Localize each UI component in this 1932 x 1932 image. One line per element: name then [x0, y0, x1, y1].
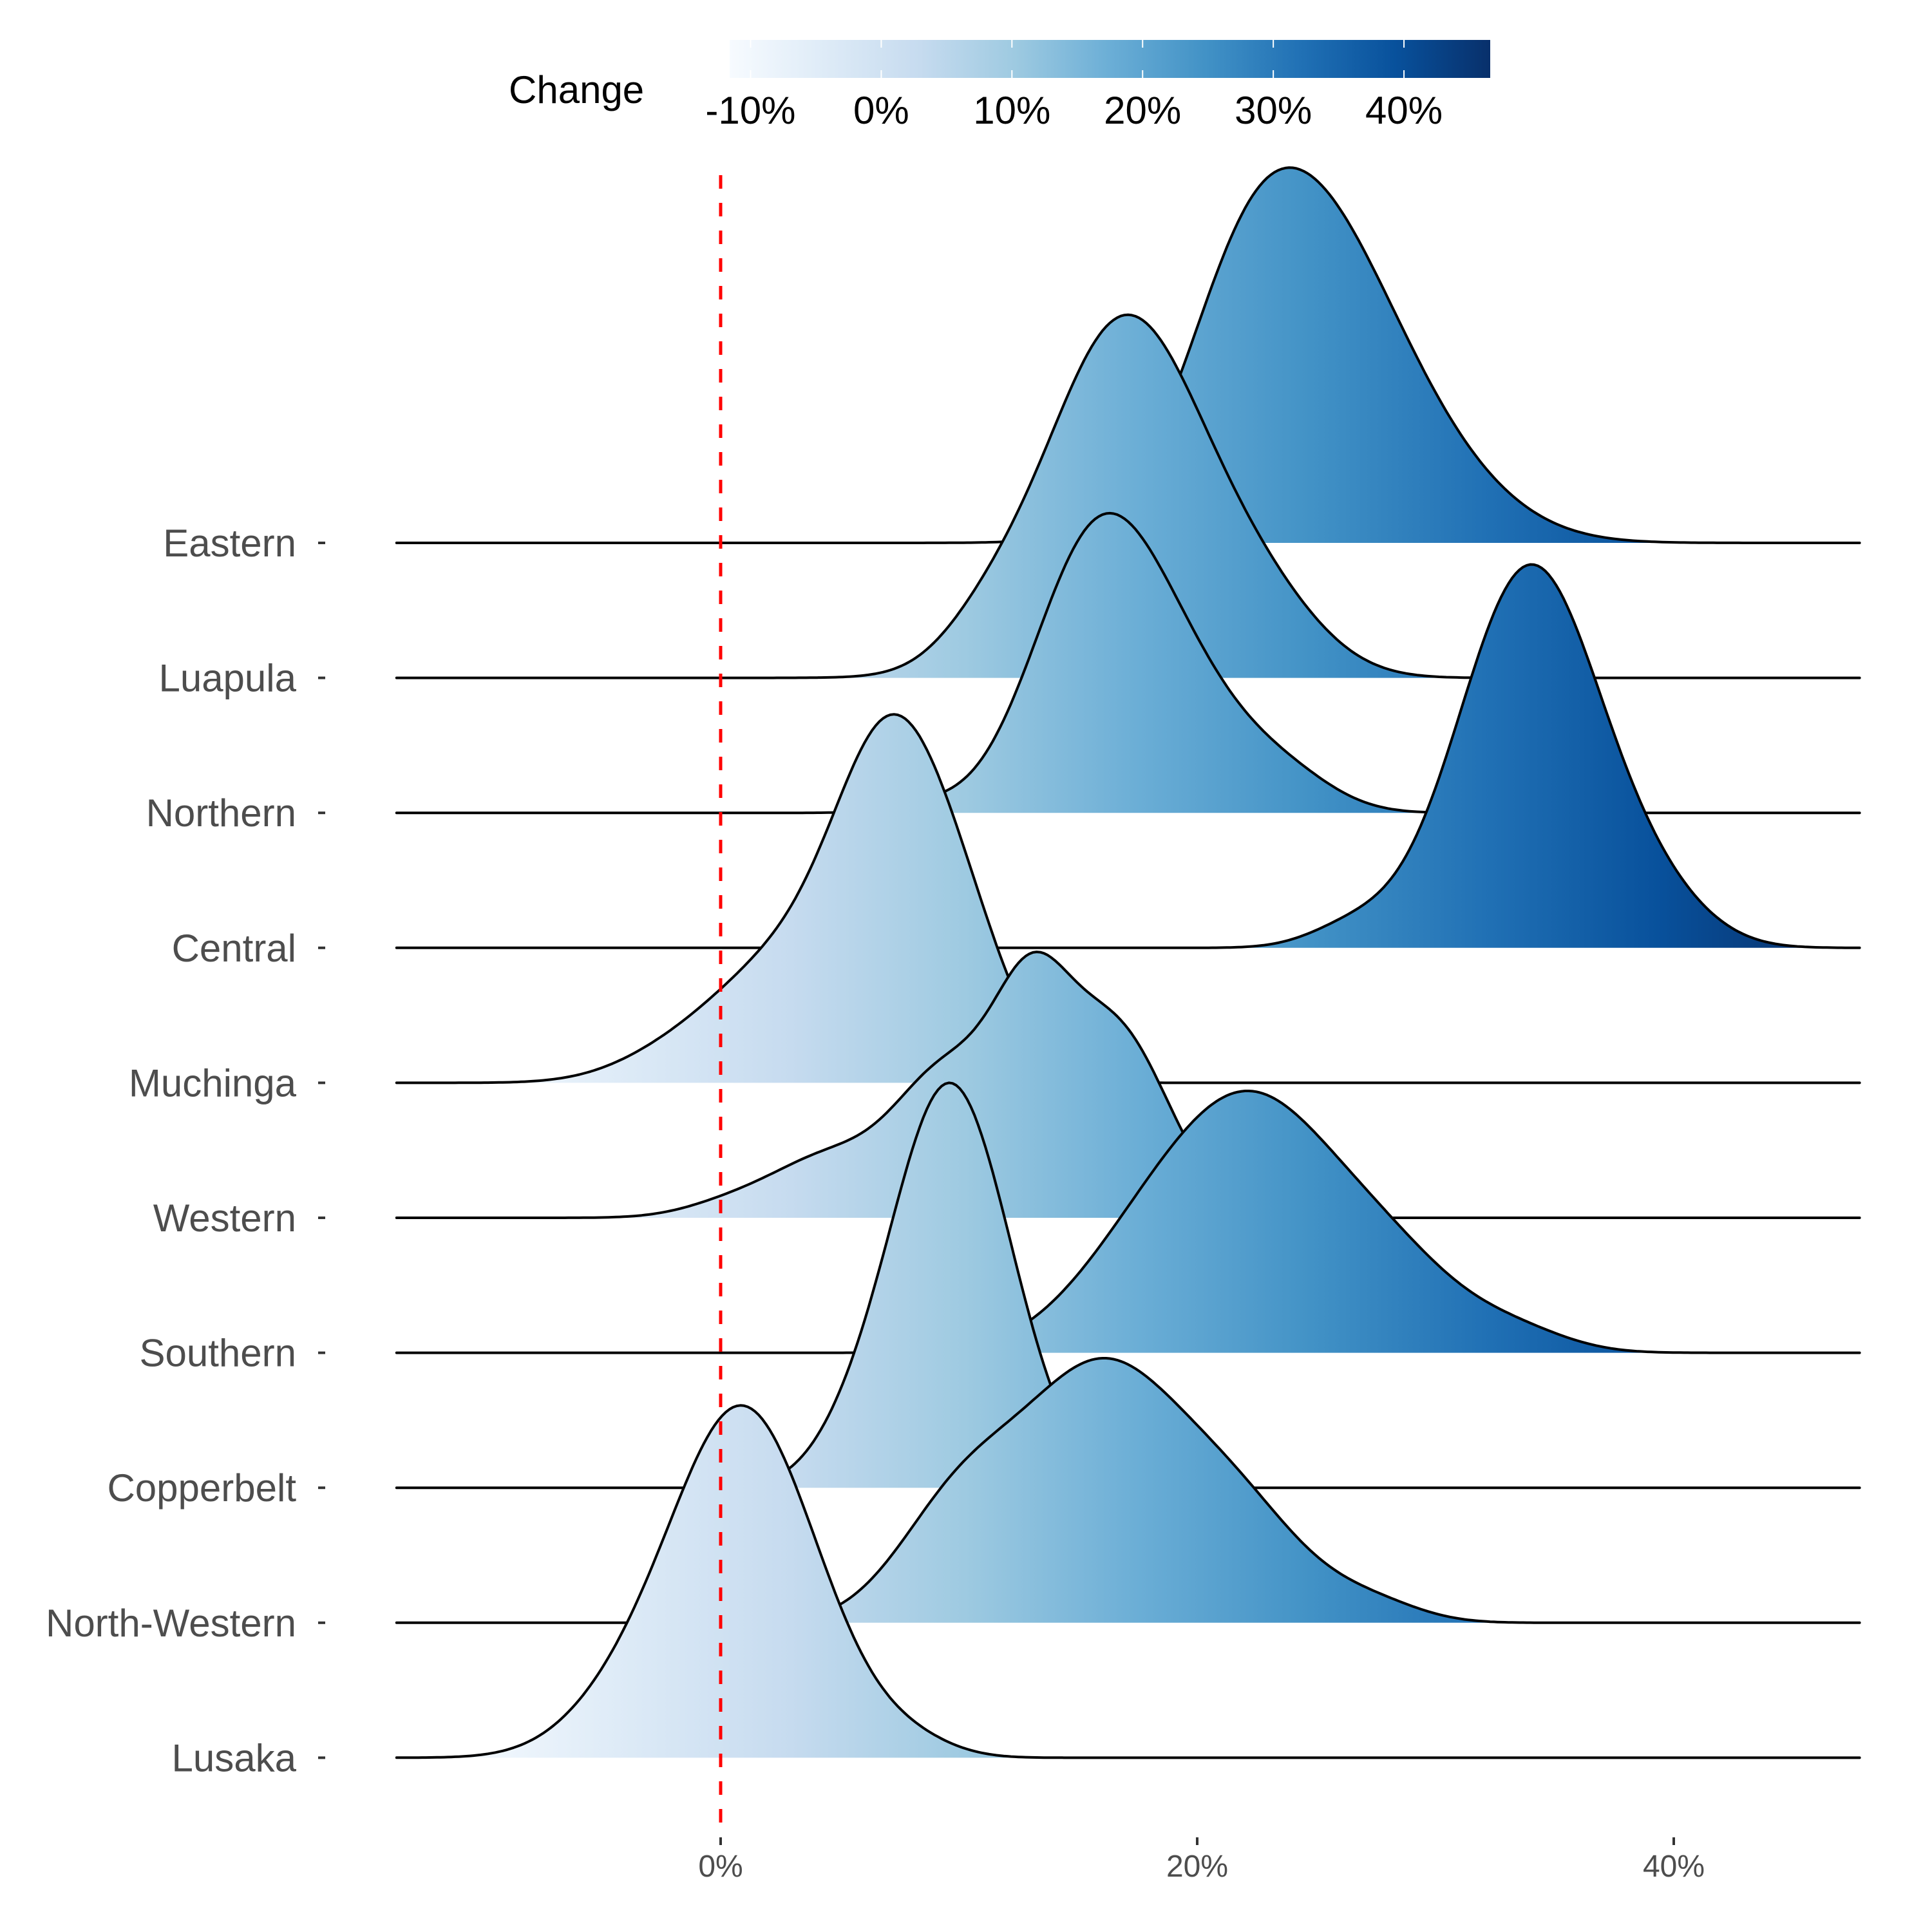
- ridge-outline: [395, 563, 1861, 949]
- ridge-fill: [396, 564, 1860, 948]
- y-tick-label: North-Western: [46, 1602, 296, 1645]
- ridge-lusaka: [395, 1404, 1861, 1759]
- ridge-fill: [396, 314, 1860, 678]
- y-tick-label: Luapula: [158, 657, 296, 700]
- legend-tick-label: -10%: [705, 89, 795, 132]
- ridge-fill: [396, 1091, 1860, 1353]
- legend-colorbar: [730, 40, 1490, 78]
- ridge-fill: [396, 1405, 1860, 1758]
- ridge-central: [395, 563, 1861, 949]
- y-tick-label: Lusaka: [172, 1736, 297, 1779]
- legend-title: Change: [509, 68, 644, 111]
- ridge-outline: [395, 1090, 1861, 1354]
- legend-tick-label: 20%: [1104, 89, 1181, 132]
- x-tick-label: 0%: [698, 1850, 743, 1884]
- y-tick-label: Western: [153, 1197, 296, 1240]
- y-tick-label: Copperbelt: [107, 1466, 296, 1510]
- y-tick-label: Eastern: [163, 522, 296, 565]
- y-tick-label: Northern: [146, 791, 296, 835]
- ridge-fill: [396, 952, 1860, 1218]
- legend-labels: -10% 0% 10% 20% 30% 40%: [705, 89, 1443, 132]
- legend-tick-label: 0%: [853, 89, 909, 132]
- legend-tick-label: 10%: [973, 89, 1050, 132]
- legend-tick-label: 30%: [1235, 89, 1312, 132]
- x-tick-label: 40%: [1643, 1850, 1705, 1884]
- x-axis: 0% 20% 40%: [698, 1837, 1705, 1884]
- ridge-north-western: [395, 1357, 1861, 1624]
- y-tick-label: Muchinga: [129, 1061, 297, 1104]
- y-axis: Eastern Luapula Northern Central Muchinga Wes…: [46, 522, 325, 1779]
- x-tick-label: 20%: [1166, 1850, 1228, 1884]
- legend-tick-label: 40%: [1365, 89, 1443, 132]
- ridge-southern: [395, 1090, 1861, 1354]
- ridge-western: [395, 951, 1861, 1219]
- ridges: [395, 166, 1861, 1759]
- ridge-fill: [396, 1358, 1860, 1623]
- y-tick-label: Southern: [139, 1332, 296, 1375]
- ridge-luapula: [395, 313, 1861, 679]
- ridge-outline: [395, 1404, 1861, 1759]
- ridge-northern: [395, 511, 1861, 815]
- legend-ticks: [750, 40, 1405, 78]
- legend: Change -10% 0% 10% 20% 30% 40%: [509, 40, 1490, 132]
- y-tick-label: Central: [172, 927, 296, 970]
- ridge-fill: [396, 714, 1860, 1083]
- ridge-fill: [396, 513, 1860, 813]
- ridge-outline: [395, 313, 1861, 679]
- ridge-outline: [395, 951, 1861, 1219]
